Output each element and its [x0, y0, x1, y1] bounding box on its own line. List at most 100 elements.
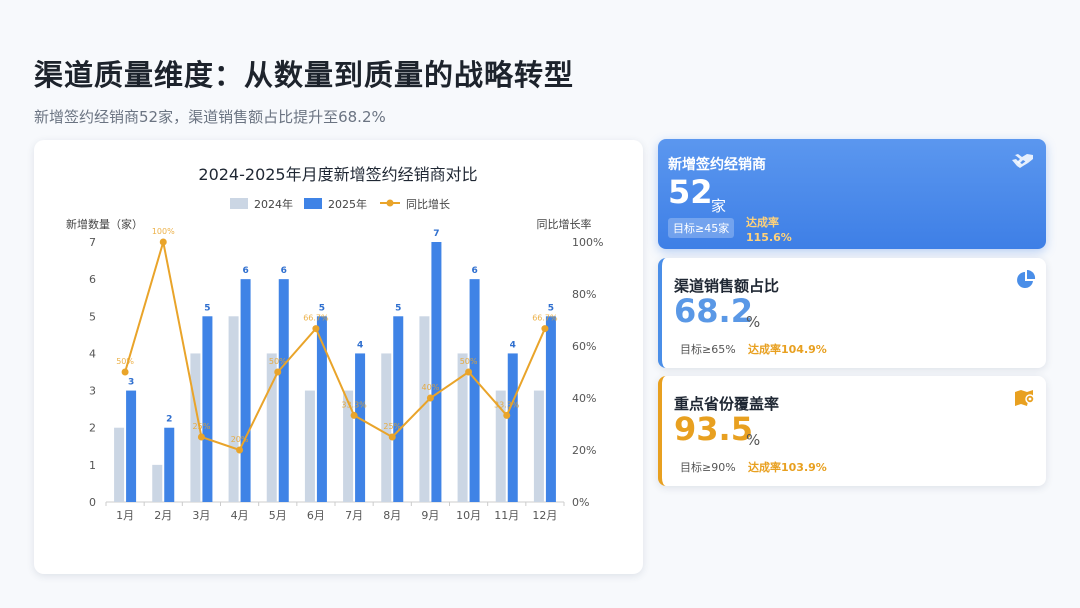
y2-tick-label: 80% [572, 288, 596, 301]
x-tick-label: 2月 [154, 509, 172, 522]
growth-point [350, 411, 358, 419]
bar-2025 [545, 316, 556, 502]
growth-point [274, 368, 282, 376]
growth-point [388, 433, 396, 441]
kpi-card-channel-share: 渠道销售额占比 68.2 % 目标≥65% 达成率104.9% [658, 258, 1046, 368]
bar-2024 [343, 390, 354, 502]
bar-2025 [126, 390, 137, 502]
kpi-unit: 家 [711, 197, 727, 215]
bar-label-2025: 6 [471, 266, 477, 276]
growth-point [312, 325, 320, 333]
chart-axes: 0 1 2 3 4 5 6 7 0% 20% 40% 60% 80% 100% 1月 2月 3月 4月 5月 6月 7月… [89, 236, 603, 522]
bar-2024 [419, 316, 430, 502]
bar-label-2025: 4 [510, 340, 516, 350]
growth-label: 50% [460, 357, 478, 366]
y-tick-label: 5 [89, 310, 96, 323]
kpi-rate: 达成率103.9% [748, 461, 827, 474]
legend-swatch-2024 [230, 198, 248, 209]
bar-2025 [202, 316, 213, 502]
bar-2025 [393, 316, 404, 502]
pie-chart-icon [1017, 270, 1036, 288]
growth-label: 66.7% [532, 314, 558, 323]
x-tick-label: 7月 [345, 509, 363, 522]
y-tick-label: 6 [89, 273, 96, 286]
chart-title: 2024-2025年月度新增签约经销商对比 [198, 165, 477, 184]
bar-label-2025: 4 [357, 340, 363, 350]
growth-point [541, 325, 549, 333]
bar-2025 [469, 279, 480, 502]
kpi-card-new-dealers: 新增签约经销商 52 家 目标≥45家 达成率 115.6% [658, 139, 1046, 249]
x-tick-label: 3月 [192, 509, 210, 522]
growth-chart: 2024-2025年月度新增签约经销商对比 2024年 2025年 同比增长 新增数… [66, 165, 603, 522]
kpi-target: 目标≥65% [680, 343, 736, 356]
bar-2024 [533, 390, 544, 502]
kpi-value: 93.5 [674, 410, 753, 448]
bar-2024 [381, 353, 392, 502]
page-title: 渠道质量维度：从数量到质量的战略转型 [34, 58, 575, 92]
x-tick-label: 10月 [456, 509, 481, 522]
bar-2024 [304, 390, 315, 502]
growth-label: 50% [269, 357, 287, 366]
bar-label-2025: 7 [433, 229, 439, 239]
kpi-label: 重点省份覆盖率 [674, 395, 780, 413]
growth-label: 25% [383, 422, 401, 431]
y2-tick-label: 40% [572, 392, 596, 405]
bar-label-2025: 5 [204, 303, 210, 313]
bar-label-2025: 5 [548, 303, 554, 313]
kpi-label: 渠道销售额占比 [674, 277, 780, 295]
page-subtitle: 新增签约经销商52家，渠道销售额占比提升至68.2% [34, 108, 386, 126]
y-tick-label: 4 [89, 347, 96, 360]
bar-label-2025: 5 [395, 303, 401, 313]
kpi-rate: 达成率 115.6% [746, 215, 806, 245]
legend-label-2024: 2024年 [254, 197, 293, 211]
x-tick-label: 11月 [494, 509, 519, 522]
kpi-unit: % [746, 431, 761, 449]
bar-2025 [164, 427, 175, 502]
bar-label-2025: 5 [319, 303, 325, 313]
growth-point [121, 368, 129, 376]
kpi-value: 68.2 [674, 292, 753, 330]
growth-point [197, 433, 205, 441]
growth-point [503, 411, 511, 419]
y-tick-label: 1 [89, 459, 96, 472]
chart-bars: 3 2 5 6 6 5 4 5 7 6 4 5 [114, 229, 556, 502]
growth-label: 40% [422, 383, 440, 392]
growth-point [426, 394, 434, 402]
kpi-card-province-coverage: 重点省份覆盖率 93.5 % 目标≥90% 达成率103.9% [658, 376, 1046, 486]
kpi-value: 52 [668, 173, 713, 211]
bar-2024 [266, 353, 277, 502]
bar-2025 [431, 242, 442, 502]
chart-growth-line: 50% 100% 25% 20% 50% 66.7% 33.3% 25% 40% 50% 33.3%… [116, 227, 558, 454]
legend-label-2025: 2025年 [328, 197, 367, 211]
y-tick-label: 7 [89, 236, 96, 249]
bar-2024 [190, 353, 201, 502]
y2-tick-label: 20% [572, 444, 596, 457]
growth-label: 20% [231, 435, 249, 444]
x-tick-label: 6月 [307, 509, 325, 522]
bar-label-2025: 3 [128, 378, 134, 388]
legend-marker-growth [386, 199, 394, 207]
handshake-icon [1009, 154, 1033, 168]
bar-2025 [240, 279, 251, 502]
y-tick-label: 2 [89, 422, 96, 435]
growth-point [236, 446, 244, 454]
kpi-target: 目标≥90% [680, 461, 736, 474]
y2-axis-label: 同比增长率 [537, 217, 592, 231]
kpi-rate-label: 达成率 [746, 216, 779, 229]
y2-tick-label: 60% [572, 340, 596, 353]
x-tick-label: 8月 [383, 509, 401, 522]
bar-2024 [495, 390, 506, 502]
bar-2024 [114, 427, 125, 502]
growth-label: 50% [116, 357, 134, 366]
map-pin-icon [1015, 390, 1035, 406]
y2-tick-label: 100% [572, 236, 603, 249]
bar-2024 [457, 353, 468, 502]
kpi-label: 新增签约经销商 [668, 157, 766, 173]
kpi-unit: % [746, 313, 761, 331]
y-tick-label: 3 [89, 385, 96, 398]
bar-2025 [507, 353, 518, 502]
legend-label-growth: 同比增长 [406, 197, 450, 211]
legend-swatch-2025 [304, 198, 322, 209]
x-tick-label: 12月 [532, 509, 557, 522]
bar-label-2025: 6 [281, 266, 287, 276]
